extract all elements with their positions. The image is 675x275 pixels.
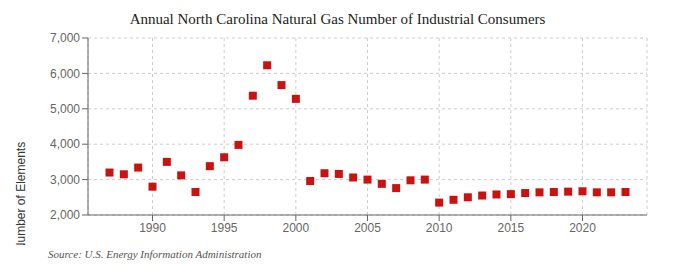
svg-text:1990: 1990 (139, 221, 166, 235)
svg-text:7,000: 7,000 (50, 31, 80, 45)
svg-text:5,000: 5,000 (50, 102, 80, 116)
svg-text:4,000: 4,000 (50, 137, 80, 151)
svg-text:6,000: 6,000 (50, 67, 80, 81)
svg-text:Number of Elements: Number of Elements (14, 142, 28, 245)
html-text:Source: U.S. Energy Informatio: Source: U.S. Energy Information Administ… (48, 248, 262, 260)
svg-text:3,000: 3,000 (50, 173, 80, 187)
svg-text:2000: 2000 (282, 221, 309, 235)
svg-text:1995: 1995 (211, 221, 238, 235)
svg-text:2,000: 2,000 (50, 208, 80, 222)
svg-text:2020: 2020 (569, 221, 596, 235)
svg-text:2015: 2015 (497, 221, 524, 235)
svg-text:2005: 2005 (354, 221, 381, 235)
html-text:Annual North Carolina Natural: Annual North Carolina Natural Gas Number… (129, 11, 546, 27)
svg-text:2010: 2010 (426, 221, 453, 235)
